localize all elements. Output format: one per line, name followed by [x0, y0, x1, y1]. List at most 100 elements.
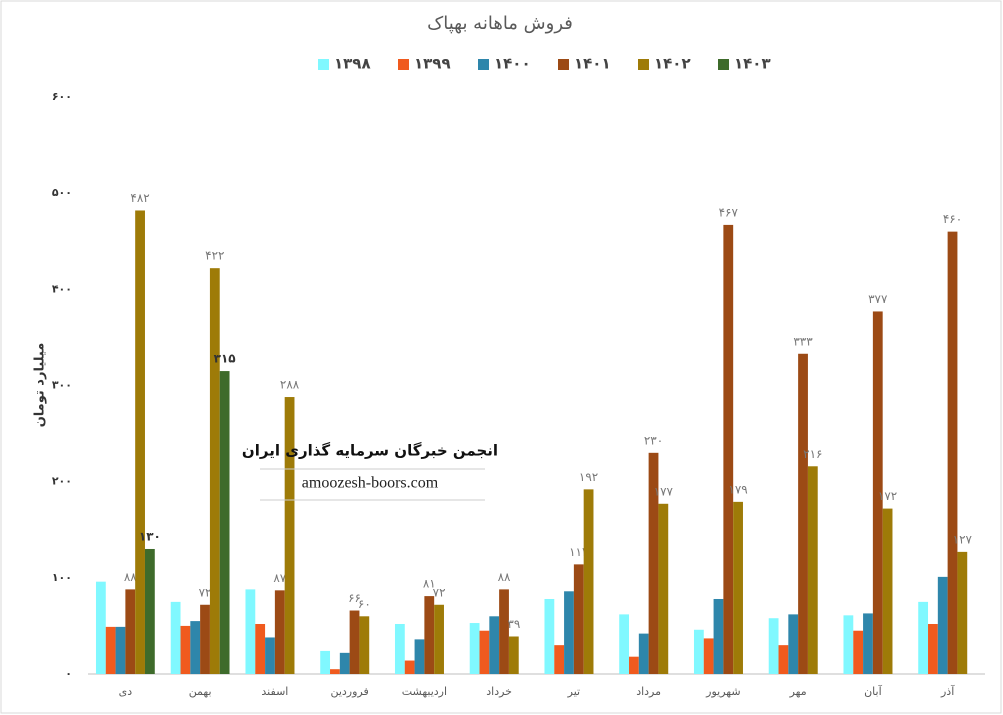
data-label: ۸۷ — [273, 571, 286, 585]
data-label: ۱۷۷ — [654, 484, 674, 498]
bar — [733, 501, 743, 674]
bar — [209, 268, 220, 674]
bar — [424, 596, 435, 674]
bar — [583, 489, 594, 674]
legend-label: ۱۳۹۸ — [334, 55, 371, 73]
data-label: ۲۳۰ — [644, 433, 663, 447]
bar — [170, 601, 181, 674]
data-label: ۴۶۰ — [943, 212, 962, 226]
bar — [245, 589, 256, 674]
legend-label: ۱۴۰۰ — [494, 55, 531, 73]
data-label: ۱۷۹ — [728, 482, 747, 496]
bar — [638, 633, 649, 674]
bar — [947, 231, 958, 674]
bar — [882, 508, 893, 674]
bar — [144, 548, 155, 674]
bar — [778, 645, 789, 674]
bar — [394, 623, 405, 674]
bar — [255, 623, 266, 674]
x-tick-label: آذر — [940, 684, 955, 698]
legend-label: ۱۴۰۲ — [654, 55, 691, 73]
legend-swatch — [558, 59, 569, 70]
x-tick-label: اسفند — [261, 685, 288, 698]
x-tick-label: مرداد — [636, 685, 661, 698]
legend-swatch — [478, 59, 489, 70]
bar — [200, 604, 210, 674]
bar — [619, 614, 630, 674]
legend-swatch — [638, 59, 649, 70]
bar — [853, 630, 864, 674]
legend-label: ۱۴۰۳ — [734, 55, 771, 73]
data-label: ۸۸ — [124, 570, 137, 584]
x-tick-label: خرداد — [486, 685, 512, 698]
y-tick-label: ۰ — [65, 667, 72, 680]
bar — [658, 503, 669, 674]
x-tick-label: آبان — [864, 684, 882, 698]
bar — [723, 224, 734, 674]
data-label: ۳۳۳ — [793, 334, 813, 348]
data-label: ۱۷۲ — [878, 489, 897, 503]
bar — [937, 576, 948, 674]
bar — [265, 637, 275, 674]
bar — [957, 551, 968, 674]
bar — [320, 650, 331, 674]
data-label: ۱۳۰ — [139, 529, 161, 543]
x-tick-label: اردیبهشت — [402, 685, 447, 698]
bar — [349, 610, 360, 674]
x-tick-label: فروردین — [330, 685, 368, 698]
legend-label: ۱۴۰۱ — [574, 55, 611, 73]
bar — [135, 210, 145, 674]
bar — [404, 660, 415, 674]
bar — [190, 621, 201, 674]
bar — [434, 604, 444, 674]
data-label: ۳۹ — [507, 617, 520, 631]
bar — [798, 353, 808, 674]
bar — [105, 626, 116, 674]
data-label: ۴۶۷ — [719, 205, 739, 219]
bar — [499, 589, 509, 674]
y-tick-label: ۵۰۰ — [52, 186, 72, 199]
bar — [564, 591, 574, 674]
bar — [95, 581, 106, 674]
x-tick-label: شهریور — [705, 685, 740, 698]
bar — [359, 616, 370, 674]
data-label: ۱۹۲ — [579, 470, 598, 484]
data-label: ۶۰ — [358, 597, 371, 611]
data-label: ۴۸۲ — [130, 191, 149, 205]
x-tick-label: بهمن — [189, 685, 212, 698]
bar — [115, 626, 126, 674]
data-label: ۶۶ — [348, 591, 361, 605]
x-tick-label: تیر — [567, 685, 580, 698]
bar — [648, 452, 659, 674]
bar — [573, 564, 584, 674]
x-tick-label: دی — [119, 685, 133, 698]
bar — [479, 630, 490, 674]
data-label: ۴۲۲ — [205, 249, 224, 263]
bar — [274, 590, 285, 674]
watermark-title: انجمن خبرگان سرمایه گذاری ایران — [242, 442, 498, 460]
bar — [339, 652, 350, 674]
bar — [872, 311, 883, 674]
y-tick-label: ۶۰۰ — [52, 90, 72, 103]
data-label: ۸۸ — [498, 570, 511, 584]
bar — [180, 625, 191, 674]
bar — [554, 645, 565, 674]
bar — [330, 669, 340, 674]
data-label: ۲۸۸ — [280, 378, 300, 392]
bar — [629, 656, 639, 674]
bar — [489, 616, 500, 674]
data-label: ۲۱۶ — [803, 447, 822, 461]
x-tick-label: مهر — [789, 685, 807, 698]
legend-swatch — [318, 59, 329, 70]
data-label: ۳۷۷ — [868, 292, 888, 306]
legend-label: ۱۳۹۹ — [414, 55, 451, 73]
bar — [918, 601, 929, 674]
bar — [693, 629, 704, 674]
bar — [284, 397, 295, 674]
legend-swatch — [718, 59, 729, 70]
y-tick-label: ۲۰۰ — [52, 475, 72, 488]
bar — [544, 598, 555, 674]
y-tick-label: ۳۰۰ — [52, 379, 72, 392]
legend-swatch — [398, 59, 409, 70]
